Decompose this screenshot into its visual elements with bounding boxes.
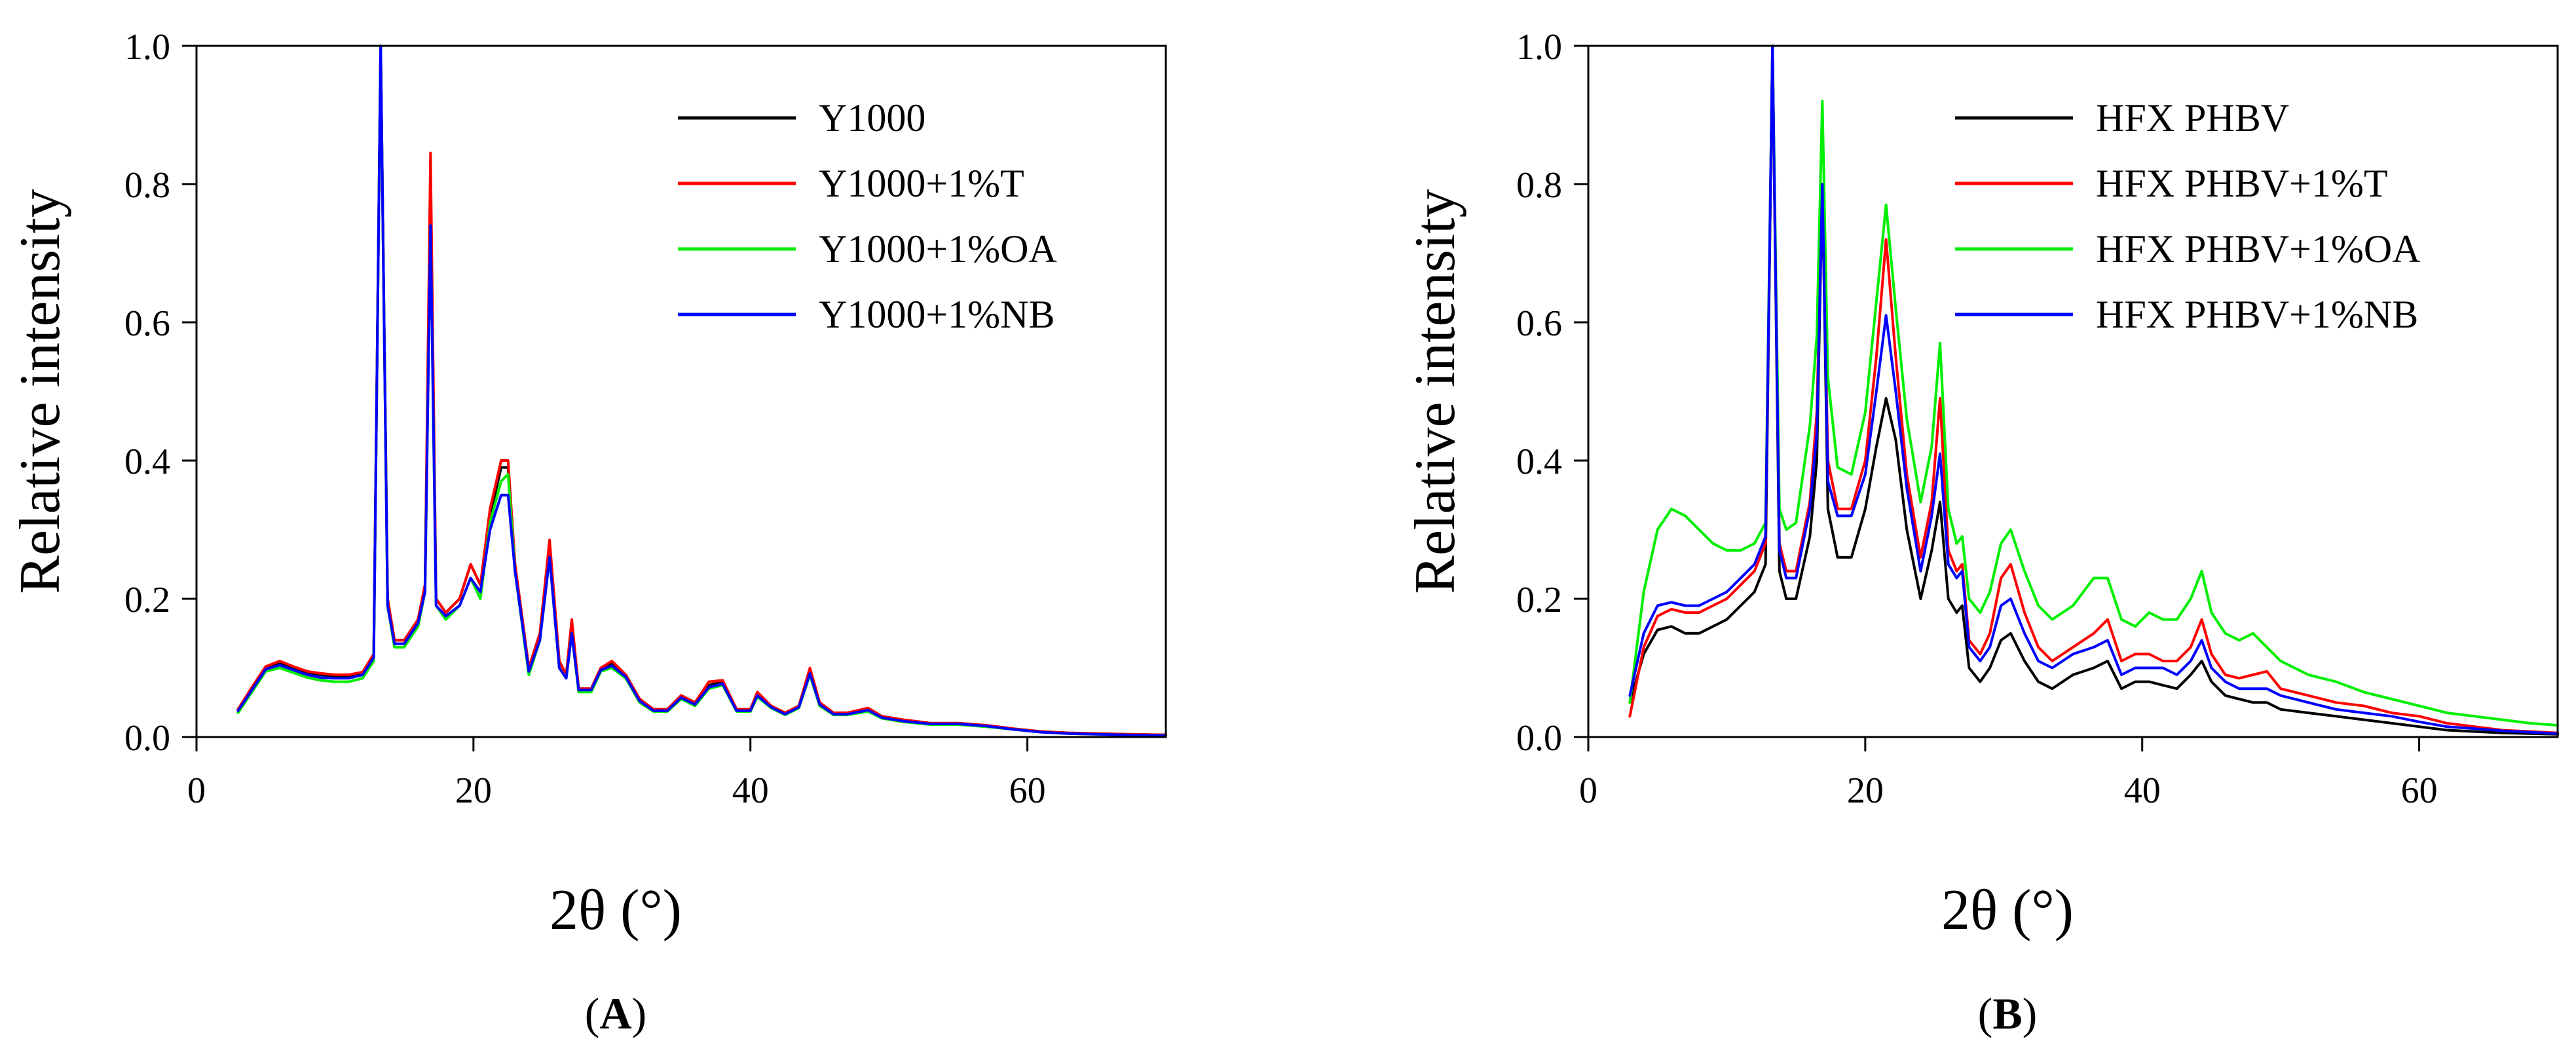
panel-a-x-tick-label: 40 bbox=[732, 770, 769, 811]
panel-b-y-tick-label: 0.8 bbox=[1516, 165, 1562, 206]
panel-b-plot-frame bbox=[1587, 45, 2559, 738]
panel-b-x-tick-label: 20 bbox=[1847, 770, 1884, 811]
panel-a-legend-label-2: Y1000+1%T bbox=[819, 162, 1024, 205]
panel-a-label: (A) bbox=[585, 989, 646, 1038]
panel-a-plot-frame bbox=[195, 45, 1167, 738]
panel-a-y-tick-label: 0.6 bbox=[124, 303, 170, 344]
panel-b-plot: 0 20 40 60 0.0 0.2 0.4 0.6 0.8 1.0 Relative intens… bbox=[1404, 27, 2559, 1038]
panel-a-x-tick-label: 60 bbox=[1009, 770, 1046, 811]
panel-b-y-axis-title: Relative intensity bbox=[1404, 189, 1467, 594]
panel-a-y-tick-label: 1.0 bbox=[124, 27, 170, 67]
panel-b-label: (B) bbox=[1978, 989, 2038, 1038]
panel-a-x-axis-title: 2θ (°) bbox=[550, 879, 682, 942]
panel-b-x-tick-label: 60 bbox=[2401, 770, 2438, 811]
panel-a-x-tick-label: 20 bbox=[455, 770, 492, 811]
panel-a-legend-label-3: Y1000+1%OA bbox=[819, 227, 1057, 271]
panel-b-x-tick-label: 40 bbox=[2124, 770, 2161, 811]
panel-a-y-tick-label: 0.0 bbox=[124, 718, 170, 759]
panel-b-legend-label-4: HFX PHBV+1%NB bbox=[2096, 293, 2418, 336]
panel-a-y-tick-label: 0.2 bbox=[124, 580, 170, 620]
panel-a-y-tick-label: 0.4 bbox=[124, 442, 170, 482]
panel-b-x-axis-title: 2θ (°) bbox=[1941, 879, 2074, 942]
panel-b-y-tick-label: 1.0 bbox=[1516, 27, 1562, 67]
panel-b-y-tick-label: 0.6 bbox=[1516, 303, 1562, 344]
panel-a-legend-label-4: Y1000+1%NB bbox=[819, 293, 1055, 336]
panel-b-y-tick-label: 0.4 bbox=[1516, 442, 1562, 482]
panel-b-y-tick-label: 0.2 bbox=[1516, 580, 1562, 620]
panel-b-legend-label-2: HFX PHBV+1%T bbox=[2096, 162, 2388, 205]
panel-a-series-4-line bbox=[236, 45, 1167, 737]
panel-b-y-tick-label: 0.0 bbox=[1516, 718, 1562, 759]
panel-b-x-tick-label: 0 bbox=[1579, 770, 1597, 811]
panel-b-legend-label-3: HFX PHBV+1%OA bbox=[2096, 227, 2421, 271]
panel-b-series-1-line bbox=[1628, 45, 2559, 736]
panel-a-y-tick-label: 0.8 bbox=[124, 165, 170, 206]
panel-a-legend-label-1: Y1000 bbox=[819, 96, 925, 140]
panel-b-series-4-line bbox=[1628, 45, 2559, 735]
panel-a-plot: 0 20 40 60 0.0 0.2 0.4 0.6 0.8 1.0 Relative intens… bbox=[9, 27, 1167, 1038]
panel-a-x-tick-label: 0 bbox=[187, 770, 206, 811]
panel-a-y-axis-title: Relative intensity bbox=[9, 189, 72, 594]
panel-b-legend-label-1: HFX PHBV bbox=[2096, 96, 2289, 140]
